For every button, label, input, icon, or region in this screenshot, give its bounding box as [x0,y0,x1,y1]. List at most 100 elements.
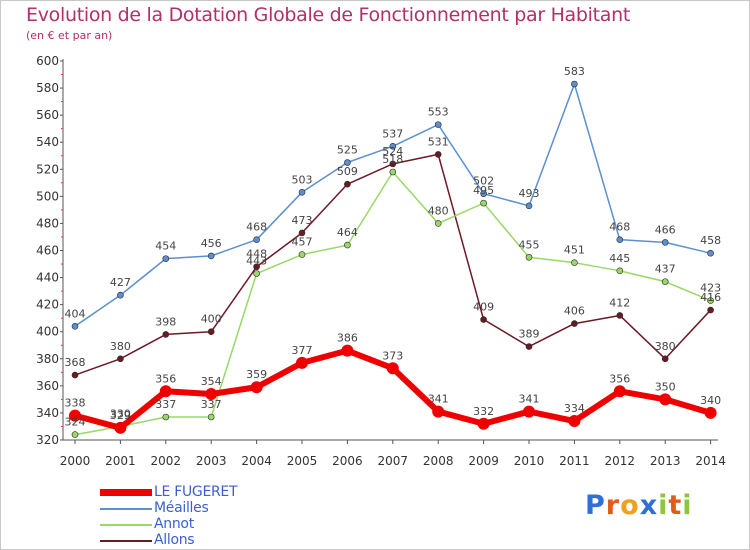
data-point-allons [480,316,487,323]
data-label-m-ailles: 458 [700,234,721,247]
data-point-m-ailles [707,249,714,257]
data-point-le-fugeret [296,356,308,369]
data-label-allons: 400 [201,313,222,326]
data-label-annot: 480 [428,204,449,217]
data-point-allons [571,320,578,327]
data-point-m-ailles [616,236,624,243]
brand-letter: t [668,490,683,521]
data-label-m-ailles: 583 [564,65,585,78]
data-point-annot [525,253,533,261]
data-label-annot: 495 [473,184,494,197]
y-tick-label: 360 [36,379,59,393]
data-label-annot: 457 [292,236,313,249]
data-label-annot: 451 [564,244,585,257]
data-point-m-ailles [207,252,215,260]
data-point-annot [298,251,306,258]
legend-item: Allons [100,532,360,548]
data-point-m-ailles [298,188,306,196]
y-tick-label: 400 [36,325,59,339]
data-point-annot [207,413,215,421]
y-tick-label: 520 [36,162,59,176]
y-tick-label: 480 [36,216,59,230]
legend-swatch [100,489,152,496]
data-label-allons: 389 [519,328,540,341]
data-label-allons: 398 [155,315,176,328]
data-point-allons [344,180,351,188]
data-label-le-fugeret: 377 [292,344,313,357]
data-point-allons [253,263,260,271]
legend-item: Méailles [100,500,360,516]
data-label-le-fugeret: 359 [246,368,267,381]
data-label-le-fugeret: 341 [428,393,449,406]
data-label-m-ailles: 503 [292,173,313,186]
data-point-m-ailles [162,255,170,262]
data-label-allons: 531 [428,135,449,148]
data-point-allons [71,371,79,379]
legend-swatch [100,524,152,526]
data-point-m-ailles [253,236,260,243]
data-label-m-ailles: 468 [609,221,630,234]
data-point-annot [344,241,351,249]
data-point-allons [434,151,442,158]
data-label-le-fugeret: 373 [382,349,403,362]
data-point-le-fugeret [159,385,172,398]
data-point-annot [71,431,79,438]
legend-label: Allons [154,532,195,548]
data-label-m-ailles: 553 [428,106,449,119]
legend-item: LE FUGERET [100,484,360,500]
data-label-m-ailles: 456 [201,237,222,250]
data-point-le-fugeret [250,381,263,394]
data-point-m-ailles [661,239,669,246]
data-point-le-fugeret [659,393,672,406]
chart-title: Evolution de la Dotation Globale de Fonc… [26,4,631,26]
data-point-annot [480,199,487,207]
brand-letter: i [682,490,693,521]
x-tick-label: 2010 [514,454,545,468]
data-label-annot: 330 [110,407,131,420]
data-point-m-ailles [434,121,442,128]
data-labels-layer: 368 380 398 400 448 473 509 524 531 409 389 406 412 3… [65,65,722,429]
x-tick-label: 2012 [605,454,636,468]
y-tick-label: 460 [36,244,59,258]
data-point-le-fugeret [341,344,354,357]
data-point-m-ailles [480,190,487,197]
data-label-le-fugeret: 356 [609,372,630,385]
x-tick-label: 2004 [241,454,272,468]
data-label-m-ailles: 537 [382,127,403,140]
data-point-allons [162,331,170,338]
data-point-m-ailles [525,202,533,210]
y-tick-label: 380 [36,352,59,366]
brand-letter: i [658,490,669,521]
data-point-annot [707,297,714,304]
data-point-annot [434,220,442,227]
data-label-allons: 380 [110,340,131,353]
data-label-le-fugeret: 356 [155,372,176,385]
data-point-m-ailles [344,159,351,166]
data-label-allons: 409 [473,301,494,314]
data-point-allons [207,328,215,336]
series-line-m-ailles [74,83,711,327]
data-point-le-fugeret [432,405,445,418]
series-layer [69,80,717,438]
data-point-annot [389,168,397,176]
data-label-le-fugeret: 329 [110,409,131,422]
data-label-le-fugeret: 386 [337,332,358,345]
data-point-le-fugeret [205,387,218,400]
data-label-annot: 464 [337,226,358,239]
data-label-allons: 448 [246,248,267,261]
data-point-annot [162,413,170,421]
data-label-m-ailles: 493 [519,187,540,200]
x-tick-label: 2002 [151,454,182,468]
data-point-le-fugeret [523,405,535,418]
data-point-allons [616,312,624,319]
data-point-allons [707,306,714,314]
y-tick-label: 320 [36,433,59,447]
data-point-allons [661,355,669,363]
data-label-annot: 423 [700,282,721,295]
data-label-le-fugeret: 341 [519,393,540,406]
data-label-allons: 509 [337,165,358,178]
data-point-le-fugeret [386,362,399,375]
data-label-annot: 445 [609,252,630,265]
brand-letter: x [639,490,659,521]
legend-swatch [100,540,152,542]
